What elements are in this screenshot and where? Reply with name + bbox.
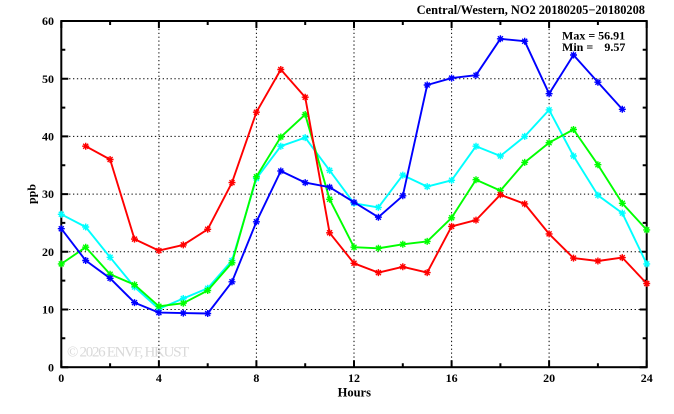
svg-text:9.57: 9.57: [604, 40, 625, 54]
svg-text:10: 10: [42, 303, 54, 317]
svg-text:Central/Western, NO2 20180205−: Central/Western, NO2 20180205−20180208: [417, 3, 645, 17]
svg-text:© 2026 ENVF, HKUST: © 2026 ENVF, HKUST: [67, 345, 189, 361]
svg-text:24: 24: [641, 371, 653, 385]
svg-text:20: 20: [42, 245, 54, 259]
svg-text:4: 4: [156, 371, 162, 385]
svg-text:60: 60: [42, 14, 54, 28]
svg-text:ppb: ppb: [25, 184, 39, 204]
svg-text:Max = 56.91: Max = 56.91: [562, 29, 625, 43]
svg-text:40: 40: [42, 130, 54, 144]
svg-text:50: 50: [42, 72, 54, 86]
svg-text:Hours: Hours: [338, 386, 371, 400]
svg-text:20: 20: [543, 371, 555, 385]
svg-text:30: 30: [42, 187, 54, 201]
svg-text:0: 0: [48, 360, 54, 374]
svg-text:12: 12: [348, 371, 360, 385]
svg-text:Min =: Min =: [562, 40, 593, 54]
svg-text:16: 16: [446, 371, 458, 385]
svg-text:0: 0: [58, 371, 64, 385]
svg-text:8: 8: [253, 371, 259, 385]
